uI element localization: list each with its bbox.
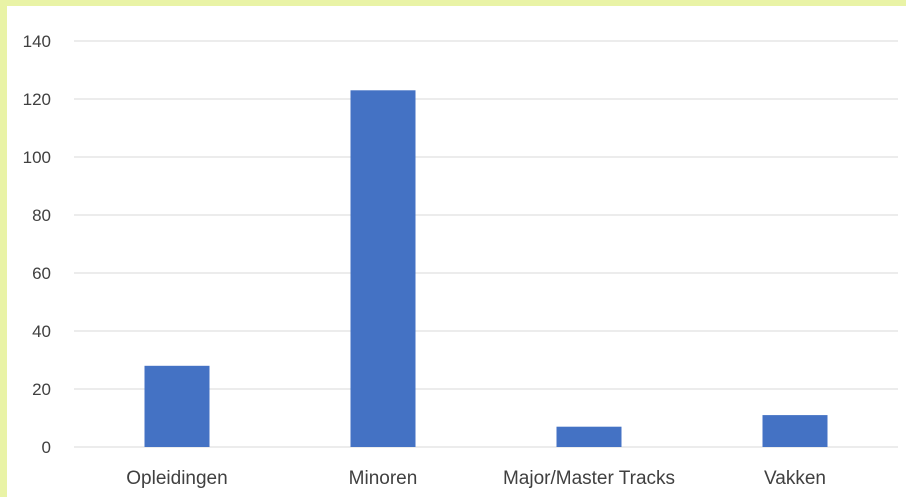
- bars: [144, 90, 828, 448]
- y-axis-ticks: 0 20 40 60 80 100 120 140: [23, 32, 51, 457]
- y-tick-label: 80: [32, 206, 51, 225]
- y-tick-label: 60: [32, 264, 51, 283]
- y-tick-label: 120: [23, 90, 51, 109]
- y-tick-label: 40: [32, 322, 51, 341]
- bar-opleidingen: [144, 365, 210, 447]
- bar-chart: 0 20 40 60 80 100 120 140 Opleidingen Minoren Maj…: [23, 32, 898, 489]
- grid-lines: [74, 40, 898, 448]
- bar-vakken: [762, 415, 828, 447]
- y-tick-label: 20: [32, 380, 51, 399]
- y-tick-label: 0: [42, 438, 51, 457]
- x-axis-labels: Opleidingen Minoren Major/Master Tracks Vak…: [126, 468, 826, 489]
- bar-major-master-tracks: [556, 426, 622, 447]
- x-category-label: Opleidingen: [126, 468, 227, 489]
- y-tick-label: 100: [23, 148, 51, 167]
- bar-minoren: [350, 90, 416, 448]
- y-tick-label: 140: [23, 32, 51, 51]
- x-category-label: Major/Master Tracks: [503, 468, 675, 489]
- chart-frame: 0 20 40 60 80 100 120 140 Opleidingen Minoren Maj…: [7, 6, 906, 497]
- x-category-label: Minoren: [349, 468, 418, 489]
- x-category-label: Vakken: [764, 468, 826, 489]
